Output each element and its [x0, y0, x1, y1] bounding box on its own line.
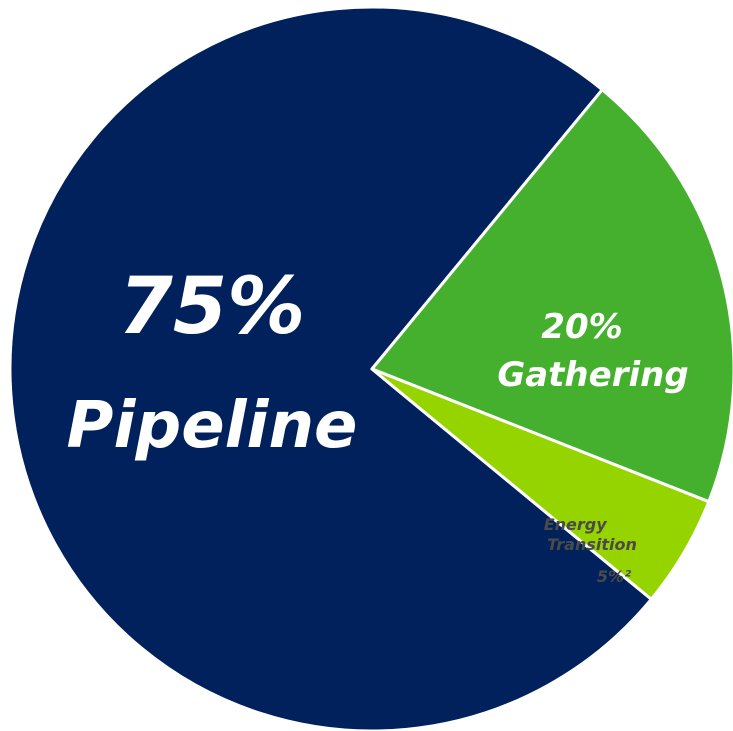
gathering-slice [370, 88, 733, 504]
energy-transition-name-label: Energy Transition [544, 515, 637, 554]
pie-slices [8, 5, 733, 731]
energy-transition-name-line: Energy [544, 515, 608, 534]
pipeline-slice [8, 5, 653, 731]
pie-labels: 75% Pipeline 20% Gathering Energy Transi… [67, 262, 689, 586]
pipeline-value-label: 75% [119, 262, 306, 352]
pipeline-name-label: Pipeline [67, 389, 358, 463]
energy-transition-value-label: 5%² [597, 567, 631, 586]
gathering-value-label: 20% [541, 307, 622, 347]
energy-transition-name-line: Transition [547, 535, 637, 554]
gathering-name-label: Gathering [497, 355, 688, 395]
energy-transition-slice [370, 367, 711, 601]
